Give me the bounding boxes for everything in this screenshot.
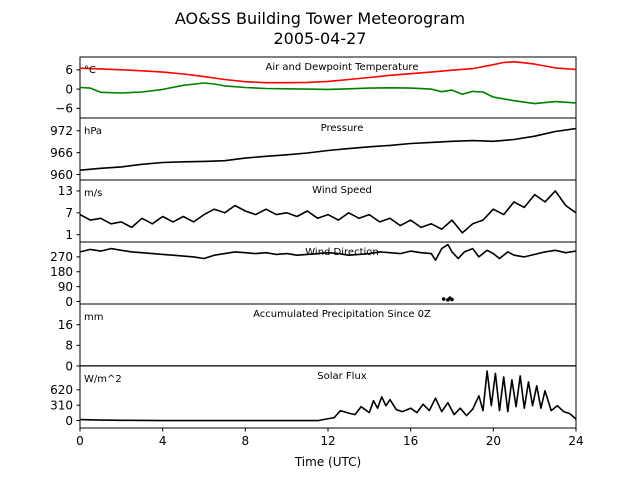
x-tick-label-3: 12 [320,434,335,448]
panel-temperature: −6 0 6 Air and Dewpoint Temperature °C [55,56,577,119]
y-tick-label-solar_flux-2: 620 [50,383,73,397]
x-tick-label-2: 8 [242,434,250,448]
y-tick-label-precipitation-0: 0 [65,359,73,373]
y-tick-label-wind_speed-2: 13 [58,184,73,198]
panel-title-pressure: Pressure [321,123,364,134]
y-tick-label-wind_direction-0: 0 [65,295,73,309]
panel-unit-wind_speed: m/s [84,188,102,199]
panel-unit-precipitation: mm [84,312,103,323]
panel-title-precipitation: Accumulated Precipitation Since 0Z [253,309,431,320]
panel-unit-solar_flux: W/m^2 [84,374,122,385]
series-line-wind_speed-0 [80,190,576,234]
x-axis: 0 4 8 12 16 20 24 [76,434,583,448]
figure-title-line1: AO&SS Building Tower Meteorogram [175,9,465,28]
y-tick-label-temperature-0: −6 [55,102,73,116]
y-tick-label-pressure-2: 972 [50,124,73,138]
panel-data-temperature [80,61,576,105]
panel-data-wind_direction [80,243,576,302]
series-line-wind_direction-0 [80,243,576,261]
series-line-temperature-1 [80,82,576,105]
series-line-pressure-0 [80,127,576,171]
y-tick-label-precipitation-2: 16 [58,318,73,332]
panel-title-solar_flux: Solar Flux [317,371,367,382]
x-tick-label-6: 24 [568,434,583,448]
panels-group: −6 0 6 Air and Dewpoint Temperature °C 960 966… [50,56,577,432]
panel-precipitation: 0 8 16 Accumulated Precipitation Since 0Z mm [58,303,577,373]
x-tick-label-1: 4 [159,434,167,448]
figure-title-line2: 2005-04-27 [274,29,367,48]
panel-unit-temperature: °C [84,65,96,76]
series-line-solar_flux-0 [80,370,576,422]
y-tick-label-wind_direction-1: 90 [58,280,73,294]
y-tick-label-temperature-1: 0 [65,82,73,96]
panel-title-wind_direction: Wind Direction [305,247,379,258]
series-line-temperature-0 [80,61,576,84]
y-tick-label-precipitation-1: 8 [65,339,73,353]
y-tick-label-temperature-2: 6 [65,63,73,77]
panel-pressure: 960 966 972 Pressure hPa [50,117,577,182]
point-wind_direction-1-0 [441,297,446,301]
panel-title-wind_speed: Wind Speed [312,185,372,196]
panel-title-temperature: Air and Dewpoint Temperature [266,62,419,73]
x-tick-label-5: 20 [486,434,501,448]
y-tick-label-pressure-1: 966 [50,146,73,160]
y-tick-label-solar_flux-1: 310 [50,398,73,412]
x-tick-label-0: 0 [76,434,84,448]
y-tick-label-pressure-0: 960 [50,168,73,182]
y-tick-label-wind_direction-3: 270 [50,250,73,264]
point-wind_direction-1-3 [450,297,454,302]
panel-unit-pressure: hPa [84,126,102,137]
y-tick-label-wind_direction-2: 180 [50,265,73,279]
panel-wind_speed: 1 7 13 Wind Speed m/s [58,179,577,243]
panel-data-pressure [80,127,576,171]
y-tick-label-solar_flux-0: 0 [65,414,73,428]
y-tick-label-wind_speed-0: 1 [65,228,73,242]
panel-data-solar_flux [80,370,576,422]
y-tick-label-wind_speed-1: 7 [65,206,73,220]
x-axis-label: Time (UTC) [294,455,361,469]
panel-data-wind_speed [80,190,576,234]
x-tick-label-4: 16 [403,434,418,448]
